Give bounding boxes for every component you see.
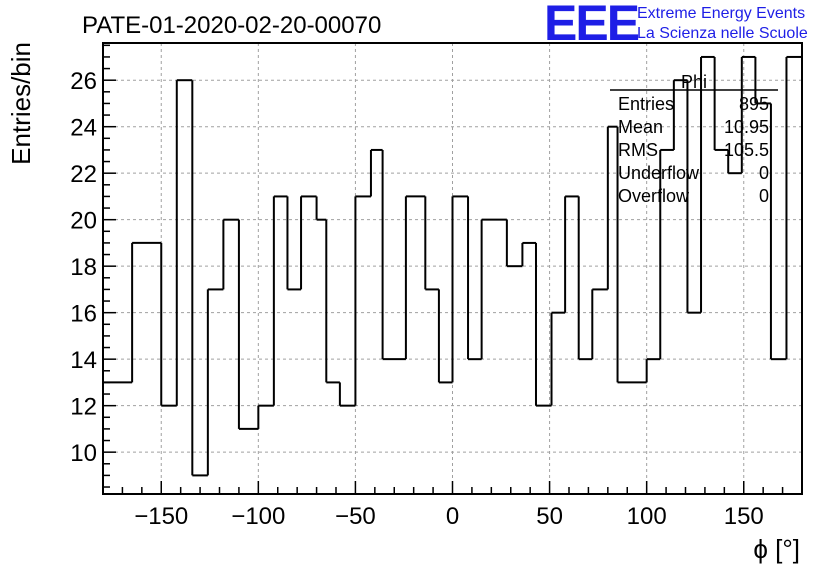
x-tick-label: 50	[536, 503, 563, 530]
y-axis-label: Entries/bin	[6, 42, 36, 165]
histogram-series	[102, 55, 803, 494]
stats-box-name: Phi	[681, 72, 707, 92]
stats-label-mean: Mean	[618, 117, 663, 137]
y-tick-label: 24	[70, 115, 97, 142]
stats-label-rms: RMS	[618, 140, 658, 160]
x-tick-label: −50	[335, 503, 376, 530]
eee-logo-mark: EEE	[544, 0, 640, 51]
tick-labels: −150 −100 −50 0 50 100 150 10 12 14 16 18 20 22 24 26	[70, 68, 763, 530]
eee-logo-line2: La Scienza nelle Scuole	[637, 25, 808, 42]
y-tick-label: 18	[70, 254, 97, 281]
axes	[102, 42, 803, 495]
x-tick-label: −100	[231, 503, 285, 530]
chart-title: PATE-01-2020-02-20-00070	[82, 12, 381, 39]
eee-logo-line1: Extreme Energy Events	[637, 5, 806, 22]
x-tick-label: 100	[627, 503, 667, 530]
stats-value-entries: 895	[739, 94, 769, 114]
stats-value-rms: 105.5	[724, 140, 769, 160]
y-tick-label: 14	[70, 347, 97, 374]
y-tick-label: 20	[70, 208, 97, 235]
stats-box: Phi Entries 895 Mean 10.95 RMS 105.5 Und…	[610, 72, 778, 206]
y-tick-label: 26	[70, 68, 97, 95]
stats-label-overflow: Overflow	[618, 186, 690, 206]
stats-label-underflow: Underflow	[618, 163, 700, 183]
stats-value-overflow: 0	[759, 186, 769, 206]
x-tick-label: 150	[724, 503, 764, 530]
y-tick-label: 12	[70, 394, 97, 421]
eee-logo: EEE Extreme Energy Events La Scienza nel…	[544, 0, 834, 51]
stats-value-mean: 10.95	[724, 117, 769, 137]
stats-label-entries: Entries	[618, 94, 674, 114]
x-tick-label: 0	[446, 503, 459, 530]
y-tick-label: 10	[70, 440, 97, 467]
stats-value-underflow: 0	[759, 163, 769, 183]
y-tick-label: 16	[70, 301, 97, 328]
x-axis-label: ϕ [°]	[753, 534, 800, 564]
y-tick-label: 22	[70, 161, 97, 188]
x-tick-label: −150	[134, 503, 188, 530]
